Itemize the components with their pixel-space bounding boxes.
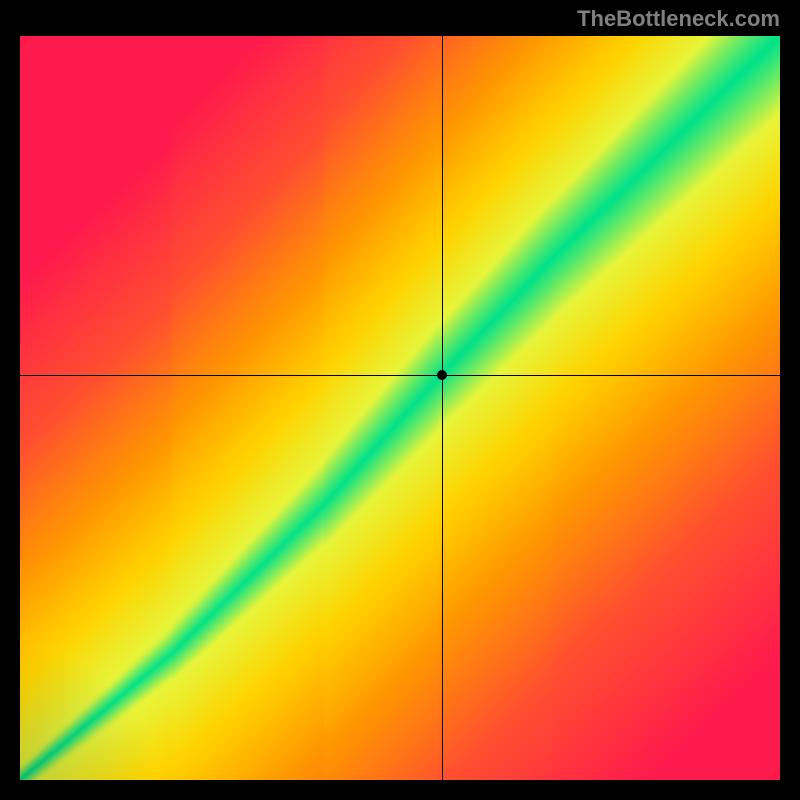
heatmap-canvas [20, 36, 780, 780]
crosshair-marker [437, 370, 447, 380]
watermark-text: TheBottleneck.com [577, 6, 780, 32]
bottleneck-heatmap [20, 36, 780, 780]
crosshair-vertical [442, 36, 443, 780]
crosshair-horizontal [20, 375, 780, 376]
